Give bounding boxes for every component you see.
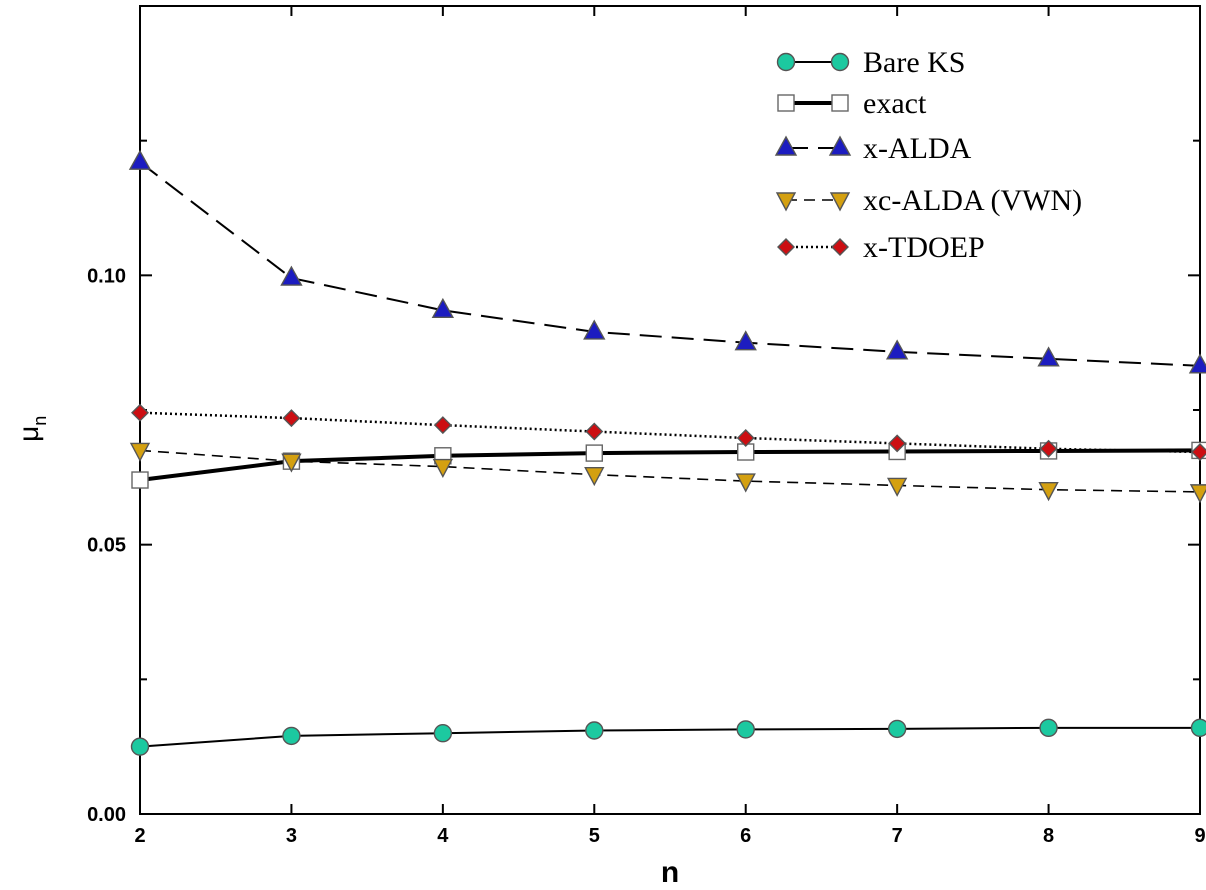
- x-tick-label: 8: [1043, 825, 1054, 847]
- data-point-0: [887, 719, 907, 739]
- x-axis-title: n: [661, 856, 679, 889]
- data-point-1: [585, 444, 603, 462]
- y-axis-title: μn: [13, 416, 50, 442]
- data-point-2: [1037, 346, 1060, 367]
- data-point-2: [128, 149, 152, 170]
- x-tick-label: 9: [1194, 825, 1205, 847]
- data-point-2: [431, 297, 455, 319]
- axis-ticks: 2 3 4 5 6 7 8 9 0.00 0.05 0.10: [87, 6, 1206, 847]
- data-point-3: [886, 477, 908, 497]
- data-point-3: [1038, 482, 1059, 502]
- series-line-0: [139, 726, 1200, 748]
- legend-marker-3: [829, 192, 851, 212]
- data-point-0: [1190, 718, 1206, 738]
- data-point-3: [584, 466, 605, 487]
- series-lines: [139, 161, 1201, 748]
- data-point-4: [282, 409, 301, 428]
- data-point-4: [131, 403, 149, 422]
- series-line-4: [139, 411, 1201, 454]
- data-point-4: [1039, 439, 1058, 458]
- legend-marker-1: [831, 94, 849, 112]
- data-point-4: [888, 434, 907, 453]
- x-tick-label: 3: [286, 825, 297, 847]
- data-point-4: [585, 422, 604, 441]
- data-point-1: [131, 471, 149, 489]
- x-tick-label: 4: [437, 825, 449, 847]
- data-point-3: [1189, 484, 1206, 504]
- y-axis-title-subscript: n: [30, 416, 50, 426]
- data-point-3: [129, 442, 151, 462]
- data-point-2: [1188, 353, 1206, 374]
- y-tick-label: 0.05: [87, 535, 126, 557]
- x-tick-label: 6: [740, 825, 751, 847]
- plot-frame: [139, 5, 1201, 815]
- data-point-0: [736, 720, 755, 739]
- legend-label-1: exact: [863, 87, 927, 120]
- data-point-3: [735, 473, 756, 493]
- series-line-1: [139, 448, 1201, 483]
- x-tick-label: 2: [134, 825, 145, 847]
- series-markers: [128, 149, 1206, 756]
- legend-label-3: xc-ALDA (VWN): [863, 184, 1082, 217]
- data-point-4: [433, 416, 452, 435]
- data-point-2: [885, 339, 909, 360]
- legend-marker-0: [776, 52, 796, 72]
- data-point-0: [585, 721, 604, 740]
- legend-marker-3: [775, 192, 797, 212]
- legend-marker-2: [828, 135, 852, 156]
- legend-label-2: x-ALDA: [863, 132, 972, 165]
- legend: Bare KS exact x-ALDA xc-ALDA (VWN) x-TDOEP: [774, 46, 1082, 264]
- data-point-4: [736, 429, 755, 448]
- data-point-0: [282, 726, 301, 746]
- legend-label-4: x-TDOEP: [863, 231, 985, 264]
- legend-marker-4: [777, 238, 795, 256]
- legend-label-0: Bare KS: [863, 46, 965, 79]
- data-point-2: [280, 265, 303, 286]
- data-point-0: [433, 724, 453, 743]
- legend-marker-2: [774, 135, 798, 156]
- data-point-3: [281, 453, 302, 473]
- data-point-2: [734, 330, 757, 351]
- x-tick-label: 5: [589, 825, 600, 847]
- legend-marker-1: [777, 94, 795, 112]
- data-point-2: [583, 319, 606, 340]
- data-point-4: [1191, 443, 1206, 462]
- plot-area-border: [139, 5, 1201, 815]
- y-axis-title-main: μ: [13, 426, 44, 442]
- x-tick-label: 7: [892, 825, 903, 847]
- data-point-3: [432, 458, 454, 479]
- series-line-2: [139, 161, 1201, 367]
- y-tick-label: 0.10: [87, 265, 126, 287]
- data-point-0: [130, 737, 150, 756]
- series-line-3: [139, 449, 1201, 493]
- legend-marker-4: [831, 238, 849, 256]
- y-tick-label: 0.00: [87, 804, 126, 826]
- data-point-0: [1039, 718, 1058, 738]
- legend-marker-0: [830, 52, 850, 72]
